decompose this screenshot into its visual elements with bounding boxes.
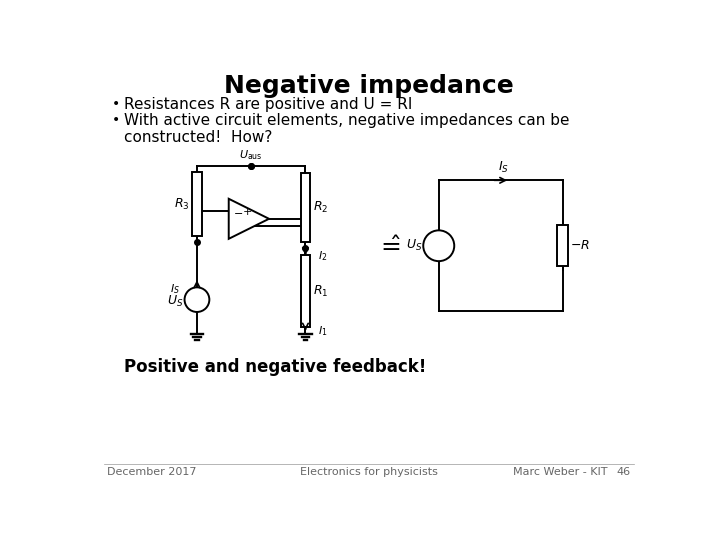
Text: With active circuit elements, negative impedances can be
constructed!  How?: With active circuit elements, negative i… (124, 112, 570, 145)
Text: $I_S$: $I_S$ (498, 160, 509, 175)
Text: $U_S$: $U_S$ (406, 238, 422, 253)
Text: $U_\mathrm{aus}$: $U_\mathrm{aus}$ (240, 148, 263, 162)
Text: $R_3$: $R_3$ (174, 197, 189, 212)
Text: $U_S$: $U_S$ (167, 294, 184, 309)
Polygon shape (229, 199, 269, 239)
Text: $I_2$: $I_2$ (318, 249, 328, 262)
Text: 46: 46 (617, 467, 631, 477)
Text: •: • (112, 112, 120, 126)
Text: $-R$: $-R$ (570, 239, 590, 252)
Text: Resistances R are positive and U = RI: Resistances R are positive and U = RI (124, 97, 413, 112)
Bar (557, 225, 568, 266)
Text: $R_1$: $R_1$ (313, 284, 328, 299)
Text: December 2017: December 2017 (107, 467, 197, 477)
Text: $+$: $+$ (242, 206, 252, 217)
Text: $\hat{=}$: $\hat{=}$ (376, 234, 401, 258)
Text: Negative impedance: Negative impedance (224, 74, 514, 98)
Text: $I_S$: $I_S$ (170, 282, 180, 296)
Bar (192, 172, 202, 236)
Text: Marc Weber - KIT: Marc Weber - KIT (513, 467, 608, 477)
Text: $-$: $-$ (233, 207, 243, 217)
Text: Positive and negative feedback!: Positive and negative feedback! (124, 357, 426, 376)
Text: $R_2$: $R_2$ (313, 200, 328, 215)
Text: Electronics for physicists: Electronics for physicists (300, 467, 438, 477)
Bar (301, 173, 310, 241)
Circle shape (423, 231, 454, 261)
Circle shape (184, 287, 210, 312)
Text: •: • (112, 97, 120, 111)
Bar (301, 255, 310, 327)
Text: $I_1$: $I_1$ (318, 325, 328, 338)
